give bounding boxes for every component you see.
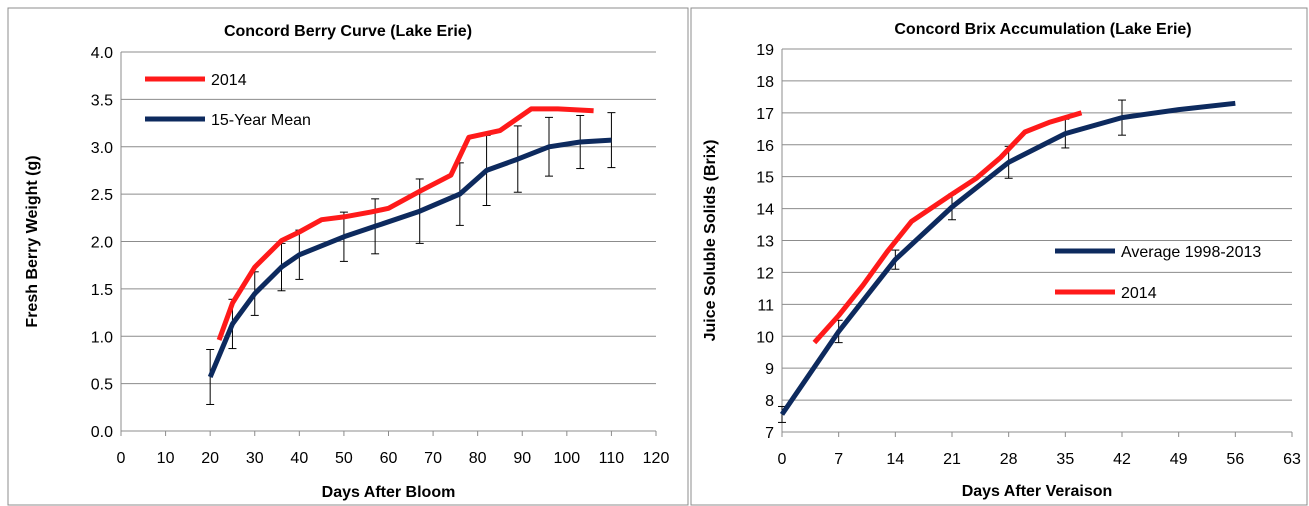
y-axis-title: Fresh Berry Weight (g) <box>24 155 41 327</box>
x-tick-label: 110 <box>599 450 625 467</box>
x-tick-label: 80 <box>469 450 487 467</box>
x-tick-label: 50 <box>335 450 353 467</box>
x-tick-label: 63 <box>1283 451 1301 468</box>
y-tick-label: 1.5 <box>91 282 113 299</box>
y-tick-label: 8 <box>765 393 774 410</box>
x-tick-label: 28 <box>1000 451 1018 468</box>
x-tick-label: 42 <box>1113 451 1131 468</box>
x-axis-title: Days After Bloom <box>322 484 456 501</box>
berry-curve-chart: 0.0 0.5 1.0 1.5 2.0 2.5 3.0 3.5 4.0 0 10 20 30 40 50 60… <box>0 0 690 506</box>
y-tick-label: 3.5 <box>91 92 113 109</box>
x-axis-title: Days After Veraison <box>962 483 1113 500</box>
y-tick-label: 16 <box>756 138 774 155</box>
x-tick-label: 14 <box>886 451 904 468</box>
legend-label: Average 1998-2013 <box>1121 244 1261 261</box>
x-tick-label: 56 <box>1226 451 1244 468</box>
x-tick-label: 120 <box>643 450 670 467</box>
y-tick-label: 0.0 <box>91 424 113 441</box>
x-tick-label: 90 <box>513 450 531 467</box>
x-tick-label: 40 <box>290 450 308 467</box>
x-tick-label: 30 <box>246 450 264 467</box>
x-tick-label: 20 <box>201 450 219 467</box>
y-tick-label: 12 <box>756 265 774 282</box>
x-tick-label: 49 <box>1170 451 1188 468</box>
y-tick-label: 13 <box>756 234 774 251</box>
y-tick-label: 4.0 <box>91 45 113 62</box>
y-tick-label: 10 <box>756 329 774 346</box>
x-tick-label: 100 <box>553 450 580 467</box>
brix-accumulation-chart-panel: 7 8 9 10 11 12 13 14 15 16 17 18 19 0 7 14 21 28 35 42 49 56 6… <box>690 0 1309 506</box>
x-tick-label: 21 <box>943 451 961 468</box>
y-tick-label: 15 <box>756 170 774 187</box>
y-tick-label: 2.5 <box>91 187 113 204</box>
chart-title: Concord Berry Curve (Lake Erie) <box>224 23 472 40</box>
y-tick-label: 2.0 <box>91 235 113 252</box>
legend-label: 15-Year Mean <box>211 112 311 129</box>
chart-title: Concord Brix Accumulation (Lake Erie) <box>894 21 1191 38</box>
x-tick-label: 60 <box>380 450 398 467</box>
y-tick-label: 1.0 <box>91 329 113 346</box>
legend-label: 2014 <box>211 72 247 89</box>
y-tick-label: 18 <box>756 74 774 91</box>
y-tick-label: 19 <box>756 42 774 59</box>
y-tick-label: 11 <box>757 297 774 314</box>
x-tick-label: 0 <box>117 450 126 467</box>
y-tick-label: 9 <box>765 361 774 378</box>
legend-label: 2014 <box>1121 285 1157 302</box>
y-axis-title: Juice Soluble Solids (Brix) <box>702 140 719 342</box>
y-tick-label: 7 <box>765 425 774 442</box>
x-tick-label: 10 <box>157 450 175 467</box>
x-tick-label: 35 <box>1056 451 1074 468</box>
y-tick-label: 14 <box>756 202 774 219</box>
y-tick-label: 17 <box>756 106 774 123</box>
y-tick-label: 3.0 <box>91 140 113 157</box>
y-tick-label: 0.5 <box>91 377 113 394</box>
x-tick-label: 0 <box>778 451 787 468</box>
x-tick-label: 7 <box>834 451 843 468</box>
berry-curve-chart-panel: 0.0 0.5 1.0 1.5 2.0 2.5 3.0 3.5 4.0 0 10 20 30 40 50 60… <box>0 0 690 506</box>
x-tick-label: 70 <box>424 450 442 467</box>
